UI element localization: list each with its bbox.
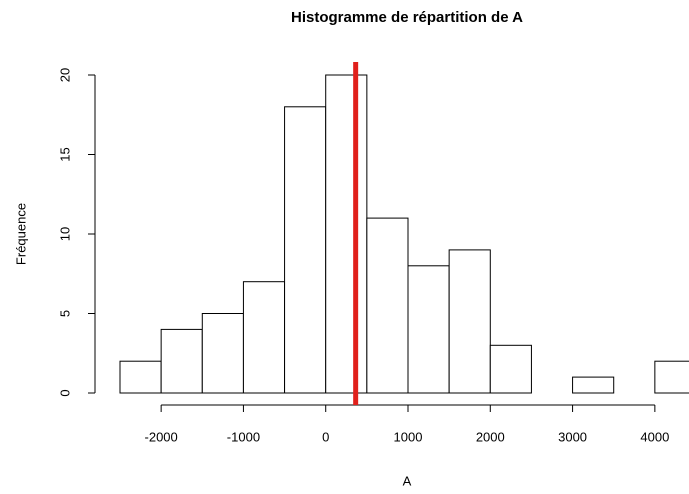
x-tick-label: 4000 bbox=[640, 429, 669, 444]
bar bbox=[448, 249, 491, 394]
bar bbox=[572, 376, 615, 394]
x-tick-label: 2000 bbox=[476, 429, 505, 444]
bar bbox=[119, 360, 162, 394]
x-tick-label: 0 bbox=[322, 429, 329, 444]
bar bbox=[242, 281, 286, 394]
bar bbox=[160, 328, 203, 394]
bar bbox=[325, 74, 368, 394]
bar bbox=[407, 265, 450, 394]
bar bbox=[654, 360, 689, 394]
bar bbox=[284, 106, 327, 394]
x-tick-label: -1000 bbox=[227, 429, 260, 444]
x-tick-label: 1000 bbox=[394, 429, 423, 444]
chart-title: Histogramme de répartition de A bbox=[291, 9, 523, 26]
x-tick-label: 3000 bbox=[558, 429, 587, 444]
bar bbox=[489, 344, 532, 394]
y-tick-label: 10 bbox=[57, 227, 72, 241]
y-tick-label: 20 bbox=[57, 68, 72, 82]
x-axis-label: A bbox=[403, 473, 412, 488]
y-axis-label: Fréquence bbox=[13, 203, 28, 265]
x-tick-label: -2000 bbox=[145, 429, 178, 444]
bar bbox=[366, 217, 409, 394]
y-tick-label: 15 bbox=[57, 147, 72, 161]
y-tick-label: 0 bbox=[57, 389, 72, 396]
y-tick-label: 5 bbox=[57, 310, 72, 317]
bar bbox=[201, 313, 244, 394]
